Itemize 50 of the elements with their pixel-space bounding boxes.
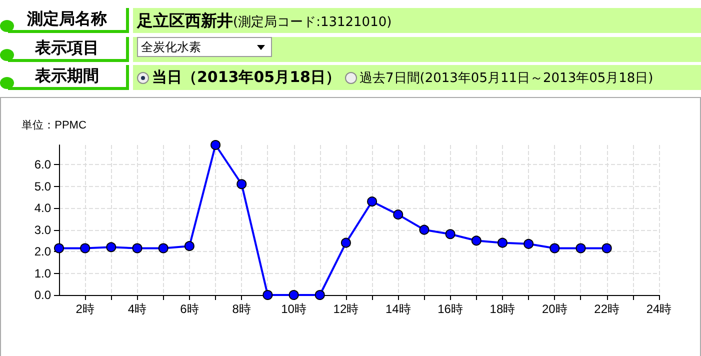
point bbox=[158, 243, 168, 254]
point bbox=[471, 236, 482, 246]
point bbox=[576, 243, 586, 254]
point bbox=[550, 243, 560, 254]
point bbox=[524, 238, 534, 249]
point bbox=[132, 243, 142, 254]
x-tick-label: 6時 bbox=[180, 302, 199, 316]
y-tick-label: 4.0 bbox=[34, 201, 52, 216]
text: 表示期間 bbox=[8, 65, 129, 90]
x-tick-label: 20時 bbox=[542, 302, 568, 316]
y-tick-label: 2.0 bbox=[34, 244, 52, 259]
text: (測定局コード:13121010) bbox=[233, 15, 392, 30]
point bbox=[262, 290, 273, 300]
y-tick-label: 6.0 bbox=[34, 158, 52, 172]
x-tick-label: 18時 bbox=[490, 302, 516, 316]
x-tick-label: 2時 bbox=[76, 302, 94, 316]
y-axis-title: 単位：PPMC bbox=[22, 120, 86, 132]
x-tick-label: 24時 bbox=[646, 302, 672, 316]
point bbox=[54, 243, 64, 254]
point bbox=[497, 238, 508, 248]
text: 表示項目 bbox=[8, 37, 129, 62]
point bbox=[106, 242, 116, 252]
x-tick-label: 12時 bbox=[333, 302, 359, 316]
text: 当日（2013年05月18日） bbox=[152, 68, 340, 86]
point bbox=[80, 243, 90, 254]
point bbox=[393, 210, 404, 220]
point bbox=[340, 238, 351, 248]
y-tick-label: 1.0 bbox=[34, 266, 52, 280]
point bbox=[445, 229, 456, 240]
x-tick-label: 16時 bbox=[438, 302, 463, 316]
point bbox=[602, 243, 612, 254]
point bbox=[210, 140, 221, 150]
point bbox=[184, 241, 194, 252]
y-tick-label: 3.0 bbox=[34, 222, 52, 237]
point bbox=[236, 179, 247, 190]
point bbox=[288, 290, 299, 300]
text: 足立区西新井 bbox=[137, 11, 233, 30]
text: 全炭化水素 bbox=[137, 37, 272, 57]
x-tick-label: 4時 bbox=[128, 302, 147, 316]
x-tick-label: 10時 bbox=[281, 302, 306, 316]
text: 過去7日間(2013年05月11日～2013年05月18日) bbox=[360, 71, 654, 86]
x-tick-label: 8時 bbox=[232, 302, 251, 316]
x-tick-label: 22時 bbox=[594, 302, 620, 316]
y-tick-label: 0.0 bbox=[34, 288, 52, 302]
point bbox=[314, 290, 325, 300]
text: 測定局名称 bbox=[8, 8, 129, 33]
point bbox=[419, 224, 430, 235]
x-tick-label: 14時 bbox=[385, 302, 411, 316]
y-tick-label: 5.0 bbox=[34, 179, 52, 194]
point bbox=[367, 196, 378, 207]
